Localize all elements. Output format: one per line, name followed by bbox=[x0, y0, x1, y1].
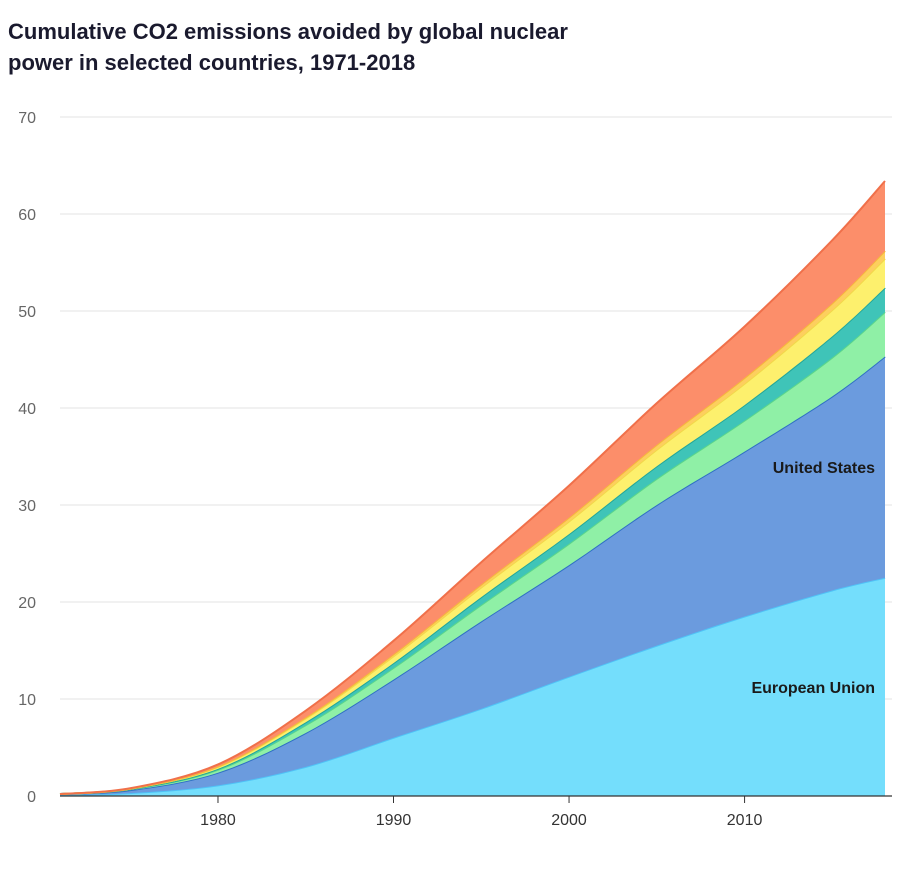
y-tick-label: 70 bbox=[18, 110, 36, 127]
series-label: United States bbox=[773, 460, 875, 477]
series-labels: European Union United States bbox=[751, 460, 875, 697]
series-label: European Union bbox=[751, 680, 875, 697]
line-series-7 bbox=[59, 180, 886, 796]
area-series bbox=[59, 180, 886, 797]
x-tick-label: 1990 bbox=[376, 812, 412, 829]
y-tick-label: 30 bbox=[18, 498, 36, 515]
area-united-states bbox=[60, 356, 885, 796]
chart-title: Cumulative CO2 emissions avoided by glob… bbox=[8, 19, 568, 75]
x-tick-label: 2000 bbox=[551, 812, 587, 829]
y-tick-label: 40 bbox=[18, 401, 36, 418]
y-tick-label: 10 bbox=[18, 692, 36, 709]
area-european-union bbox=[60, 577, 885, 796]
y-tick-label: 50 bbox=[18, 304, 36, 321]
y-tick-label: 20 bbox=[18, 595, 36, 612]
x-tick-label: 1980 bbox=[200, 812, 236, 829]
x-axis-ticks: 1980 1990 2000 2010 bbox=[200, 796, 762, 829]
y-tick-label: 60 bbox=[18, 207, 36, 224]
x-tick-label: 2010 bbox=[727, 812, 763, 829]
y-tick-label: 0 bbox=[27, 789, 36, 806]
y-axis-ticks: 0 10 20 30 40 50 60 70 bbox=[18, 110, 36, 806]
